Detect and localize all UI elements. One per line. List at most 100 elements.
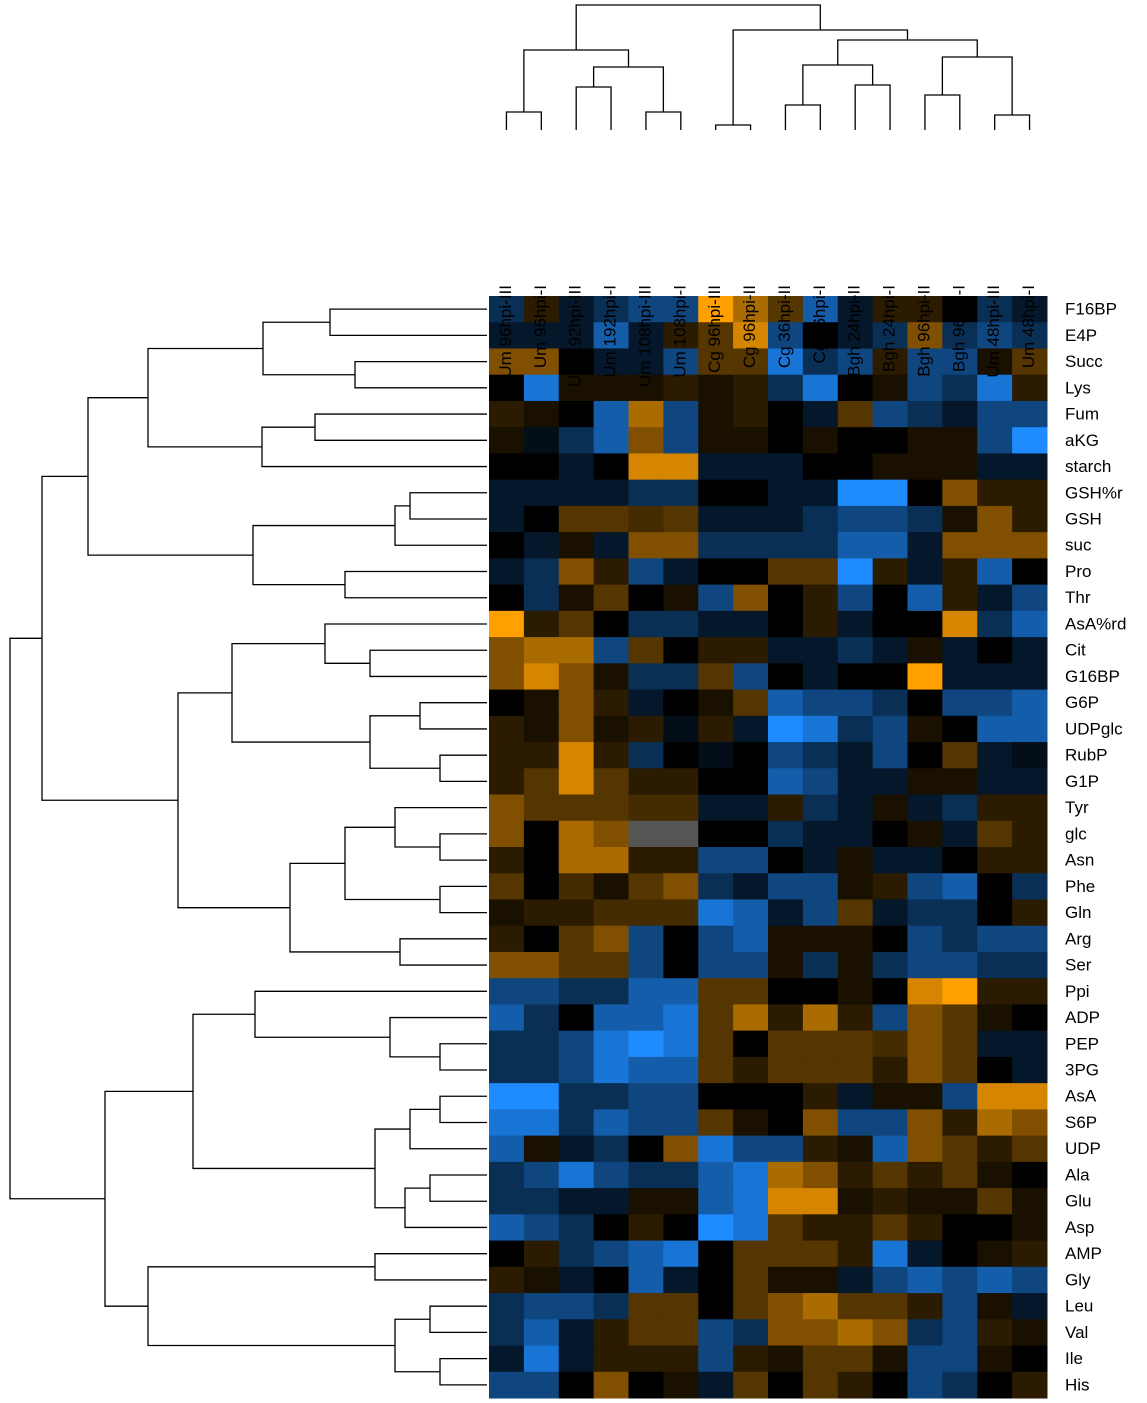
cell: [663, 427, 699, 454]
cell: [593, 374, 629, 402]
cell: [768, 532, 804, 559]
cell: [1012, 951, 1048, 979]
cell: [663, 689, 699, 717]
cell: [872, 742, 908, 769]
cell: [558, 584, 595, 612]
cell: [907, 1083, 943, 1110]
cell: [837, 820, 874, 848]
cell: [698, 768, 734, 796]
cell: [802, 348, 839, 376]
cell: [663, 1056, 699, 1084]
row-label: glc: [1065, 824, 1087, 843]
cell: [663, 532, 699, 559]
cell: [942, 820, 978, 848]
cell: [489, 715, 525, 743]
cell: [802, 584, 839, 612]
cell: [489, 663, 525, 691]
cell: [977, 584, 1013, 612]
row-label: PEP: [1065, 1034, 1099, 1053]
cell: [558, 1371, 595, 1399]
cell: [802, 873, 839, 900]
cell: [1012, 663, 1048, 691]
cell: [977, 1214, 1013, 1242]
cell: [942, 1188, 978, 1215]
cell: [628, 374, 664, 402]
cell: [907, 951, 943, 979]
cell: [593, 1056, 629, 1084]
cell: [977, 742, 1013, 769]
cell: [593, 1083, 629, 1110]
cell: [977, 479, 1013, 507]
cell: [489, 742, 525, 769]
cell: [768, 1004, 804, 1032]
cell: [558, 1293, 595, 1320]
cell: [837, 400, 874, 428]
cell: [523, 1161, 560, 1189]
cell: [733, 1188, 769, 1215]
cell: [628, 584, 664, 612]
cell: [593, 584, 629, 612]
cell: [663, 715, 699, 743]
cell: [802, 1371, 839, 1399]
cell: [733, 348, 769, 376]
cell: [663, 978, 699, 1005]
cell: [768, 689, 804, 717]
row-label: Ppi: [1065, 982, 1090, 1001]
cell: [837, 1371, 874, 1399]
cell: [872, 715, 908, 743]
cell: [1012, 427, 1048, 454]
cell: [628, 1004, 664, 1032]
cell: [558, 847, 595, 874]
cell: [802, 1240, 839, 1268]
cell: [768, 1345, 804, 1373]
cell: [523, 1030, 560, 1058]
cell: [907, 1030, 943, 1058]
cell: [768, 820, 804, 848]
cell: [523, 1135, 560, 1163]
cell: [942, 794, 978, 822]
column-label: Bgh 96hpi-II: [914, 285, 933, 377]
cell: [768, 322, 804, 349]
cell: [733, 768, 769, 796]
cell: [907, 1188, 943, 1215]
cell: [872, 1083, 908, 1110]
cell: [907, 427, 943, 454]
cell: [907, 715, 943, 743]
cell: [977, 689, 1013, 717]
cell: [942, 1161, 978, 1189]
cell: [872, 1161, 908, 1189]
cell: [837, 899, 874, 927]
cell: [523, 479, 560, 507]
cell: [837, 1161, 874, 1189]
cell: [489, 847, 525, 874]
cell: [489, 689, 525, 717]
cell: [628, 663, 664, 691]
cell: [593, 1319, 629, 1347]
cell: [558, 348, 595, 376]
cell: [768, 479, 804, 507]
cell: [733, 479, 769, 507]
cell: [628, 925, 664, 953]
cell: [907, 1214, 943, 1242]
cell: [593, 978, 629, 1005]
cell: [663, 663, 699, 691]
cell: [837, 847, 874, 874]
cell: [593, 689, 629, 717]
cell: [977, 1083, 1013, 1110]
cell: [733, 742, 769, 769]
cell: [733, 322, 769, 349]
cell: [907, 742, 943, 769]
cell: [942, 348, 978, 376]
cell: [733, 978, 769, 1005]
cell: [628, 1030, 664, 1058]
cell: [837, 1293, 874, 1320]
cell: [663, 1135, 699, 1163]
cell: [489, 899, 525, 927]
cell: [558, 296, 595, 323]
cell: [977, 427, 1013, 454]
cell: [977, 1319, 1013, 1347]
cell: [558, 1004, 595, 1032]
cell: [837, 689, 874, 717]
cell: [698, 637, 734, 664]
cell: [837, 505, 874, 533]
